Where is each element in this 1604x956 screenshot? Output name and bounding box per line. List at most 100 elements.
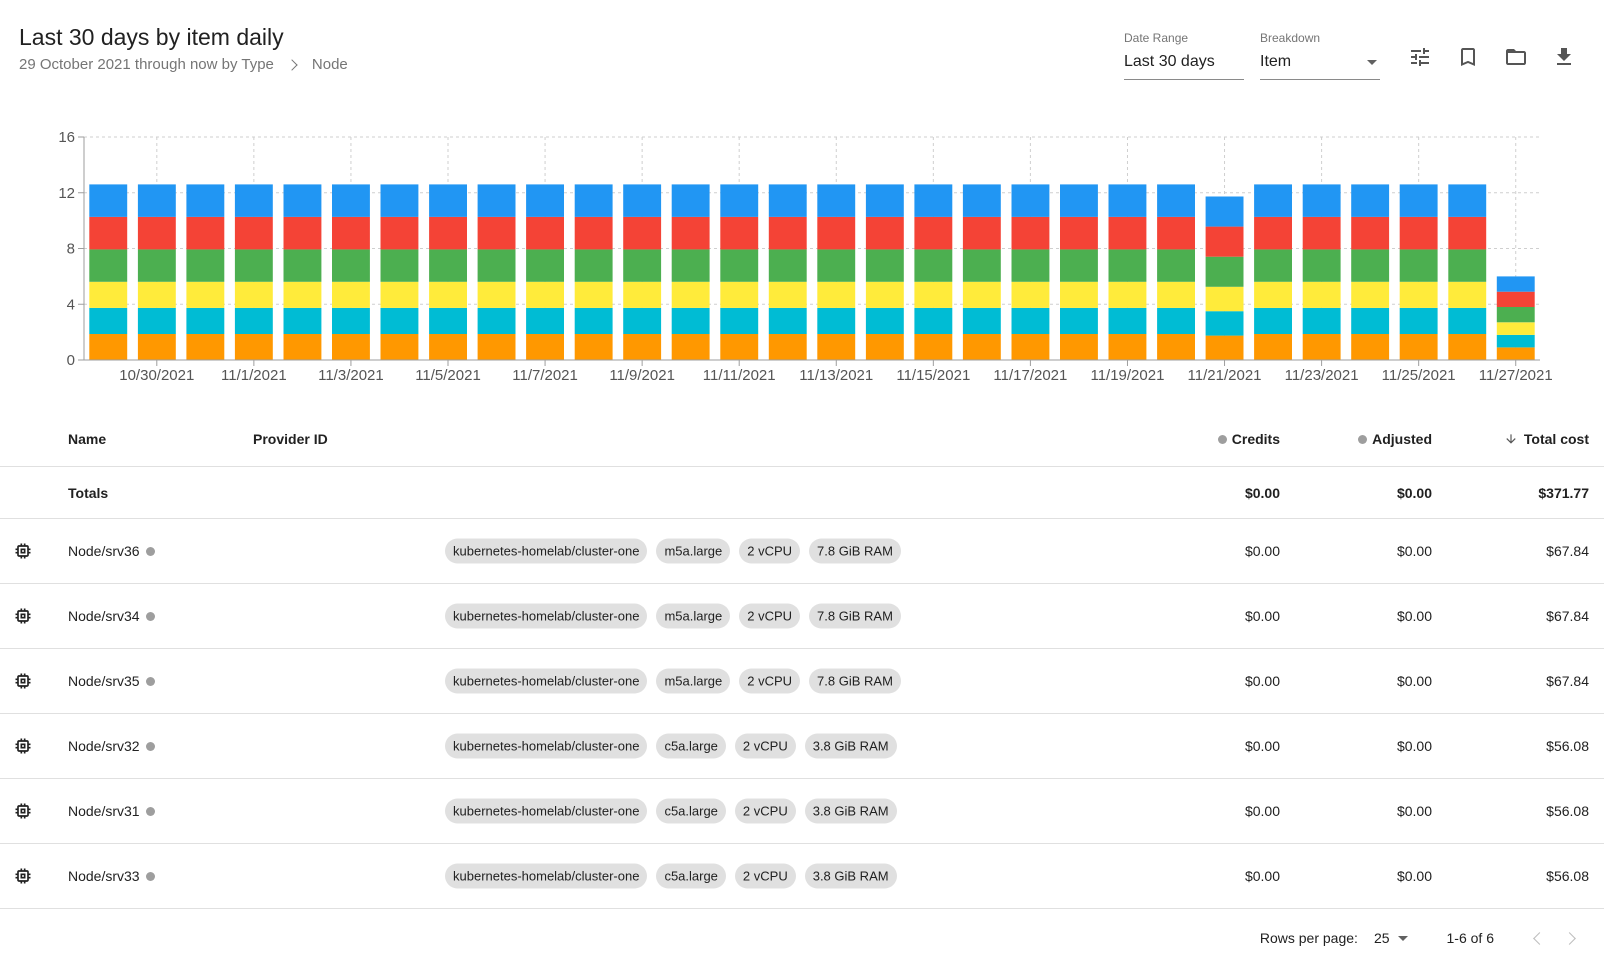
bar-segment[interactable]: [914, 184, 953, 217]
bar-segment[interactable]: [1496, 307, 1535, 323]
bar-segment[interactable]: [1205, 196, 1244, 227]
bar-segment[interactable]: [1205, 335, 1244, 360]
bar-segment[interactable]: [671, 216, 710, 250]
bar-segment[interactable]: [865, 281, 904, 308]
bar-segment[interactable]: [1496, 334, 1535, 348]
bar-segment[interactable]: [671, 307, 710, 334]
bar-segment[interactable]: [234, 333, 273, 360]
bar-segment[interactable]: [429, 216, 467, 250]
table-row[interactable]: Node/srv33 kubernetes-homelab/cluster-one…: [0, 844, 1604, 909]
bar-segment[interactable]: [1302, 307, 1341, 334]
table-row[interactable]: Node/srv36 kubernetes-homelab/cluster-one…: [0, 519, 1604, 584]
bar-segment[interactable]: [137, 184, 176, 217]
bar-segment[interactable]: [1496, 347, 1535, 361]
bar-segment[interactable]: [526, 216, 564, 250]
breadcrumb-item-date-type[interactable]: 29 October 2021 through now by Type: [19, 56, 274, 73]
bar-segment[interactable]: [186, 216, 225, 250]
bar-segment[interactable]: [526, 333, 564, 360]
table-row[interactable]: Node/srv31 kubernetes-homelab/cluster-one…: [0, 779, 1604, 844]
bar-segment[interactable]: [283, 307, 322, 334]
bar-segment[interactable]: [574, 216, 613, 250]
bar-segment[interactable]: [1205, 226, 1244, 257]
bar-segment[interactable]: [89, 216, 128, 250]
download-button[interactable]: [1540, 33, 1588, 81]
bar-segment[interactable]: [768, 281, 807, 308]
rows-per-page-select[interactable]: 25: [1374, 930, 1411, 946]
bar-segment[interactable]: [283, 249, 322, 282]
bar-segment[interactable]: [1302, 249, 1341, 282]
bar-segment[interactable]: [720, 216, 759, 250]
bar-segment[interactable]: [234, 281, 273, 308]
bar-segment[interactable]: [332, 184, 370, 217]
bar-segment[interactable]: [1351, 307, 1390, 334]
bar-segment[interactable]: [186, 184, 225, 217]
bar-segment[interactable]: [914, 307, 953, 334]
bar-segment[interactable]: [283, 333, 322, 360]
bar-segment[interactable]: [89, 281, 128, 308]
bar-segment[interactable]: [380, 249, 419, 282]
bar-segment[interactable]: [283, 216, 322, 250]
bar-segment[interactable]: [1060, 281, 1098, 308]
bar-segment[interactable]: [817, 307, 856, 334]
bar-segment[interactable]: [186, 333, 225, 360]
bar-segment[interactable]: [429, 281, 467, 308]
bar-segment[interactable]: [1108, 216, 1147, 250]
bar-segment[interactable]: [1157, 281, 1195, 308]
bar-segment[interactable]: [137, 281, 176, 308]
bookmark-button[interactable]: [1444, 33, 1492, 81]
bar-segment[interactable]: [1448, 333, 1487, 360]
bar-segment[interactable]: [574, 307, 613, 334]
bar-segment[interactable]: [380, 184, 419, 217]
bar-segment[interactable]: [768, 249, 807, 282]
bar-segment[interactable]: [429, 184, 467, 217]
column-header-name[interactable]: Name: [68, 431, 107, 447]
bar-segment[interactable]: [1011, 333, 1050, 360]
bar-segment[interactable]: [1302, 216, 1341, 250]
bar-segment[interactable]: [1399, 184, 1438, 217]
bar-segment[interactable]: [865, 333, 904, 360]
bar-segment[interactable]: [234, 307, 273, 334]
previous-page-button[interactable]: [1524, 926, 1554, 950]
next-page-button[interactable]: [1554, 926, 1584, 950]
bar-segment[interactable]: [574, 184, 613, 217]
bar-segment[interactable]: [332, 249, 370, 282]
bar-segment[interactable]: [526, 184, 564, 217]
bar-segment[interactable]: [671, 249, 710, 282]
bar-segment[interactable]: [1351, 184, 1390, 217]
bar-segment[interactable]: [477, 307, 516, 334]
bar-segment[interactable]: [720, 307, 759, 334]
table-row[interactable]: Node/srv35 kubernetes-homelab/cluster-one…: [0, 649, 1604, 714]
column-header-provider-id[interactable]: Provider ID: [253, 431, 328, 447]
bar-segment[interactable]: [332, 281, 370, 308]
bar-segment[interactable]: [962, 307, 1001, 334]
bar-segment[interactable]: [623, 281, 662, 308]
column-header-total-cost[interactable]: Total cost: [1504, 431, 1589, 447]
bar-segment[interactable]: [1448, 307, 1487, 334]
bar-segment[interactable]: [1060, 333, 1098, 360]
breadcrumb-item-node[interactable]: Node: [311, 56, 348, 73]
info-icon[interactable]: [145, 741, 155, 751]
bar-segment[interactable]: [380, 281, 419, 308]
bar-segment[interactable]: [429, 249, 467, 282]
bar-segment[interactable]: [914, 249, 953, 282]
bar-segment[interactable]: [1108, 184, 1147, 217]
bar-segment[interactable]: [671, 333, 710, 360]
bar-segment[interactable]: [1302, 184, 1341, 217]
bar-segment[interactable]: [89, 333, 128, 360]
bar-segment[interactable]: [526, 281, 564, 308]
bar-segment[interactable]: [1448, 281, 1487, 308]
bar-segment[interactable]: [1157, 333, 1195, 360]
bar-segment[interactable]: [380, 307, 419, 334]
info-icon[interactable]: [145, 871, 155, 881]
bar-segment[interactable]: [380, 216, 419, 250]
breakdown-select[interactable]: Breakdown Item: [1260, 31, 1380, 80]
bar-segment[interactable]: [1011, 307, 1050, 334]
bar-segment[interactable]: [283, 184, 322, 217]
bar-segment[interactable]: [477, 216, 516, 250]
bar-segment[interactable]: [89, 307, 128, 334]
bar-segment[interactable]: [234, 216, 273, 250]
bar-segment[interactable]: [574, 333, 613, 360]
bar-segment[interactable]: [1157, 249, 1195, 282]
bar-segment[interactable]: [1254, 184, 1292, 217]
info-icon[interactable]: [145, 546, 155, 556]
